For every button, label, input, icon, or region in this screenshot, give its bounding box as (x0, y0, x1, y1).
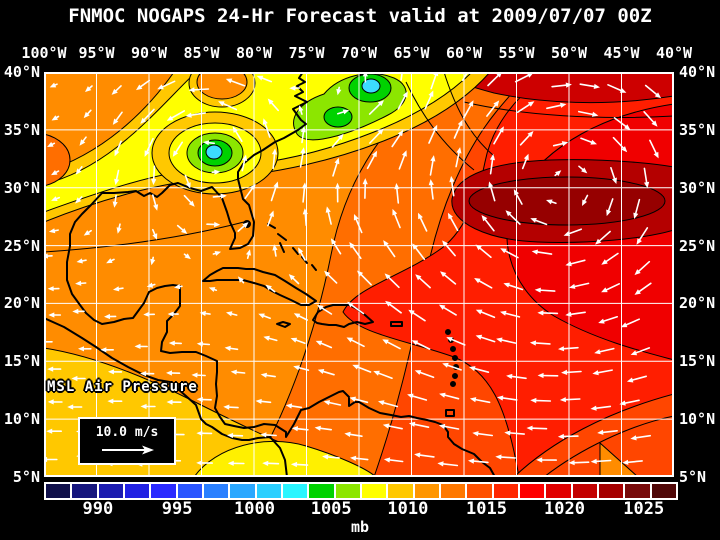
colorbar-cell (230, 484, 257, 498)
colorbar-ticks: 990 995 1000 1005 1010 1015 1020 1025 (44, 499, 678, 519)
lon-tick-label: 90°W (130, 44, 168, 62)
lat-tick-label-left: 30°N (3, 178, 40, 197)
colorbar-cell (467, 484, 494, 498)
colorbar-tick-label: 990 (82, 499, 114, 519)
wind-vectors (44, 72, 662, 468)
lat-tick-label-left: 35°N (3, 120, 40, 139)
lon-tick-label: 100°W (21, 44, 67, 62)
field-label: MSL Air Pressure (47, 379, 198, 395)
colorbar-cell (572, 484, 599, 498)
lat-tick-label-left: 40°N (3, 63, 40, 81)
wind-scale-label: 10.0 m/s (95, 425, 159, 440)
colorbar-cell (151, 484, 178, 498)
colorbar-tick-label: 1010 (387, 499, 429, 519)
map-border (44, 72, 674, 477)
colorbar-unit: mb (350, 518, 370, 536)
wind-scale-box: 10.0 m/s (78, 417, 176, 465)
colorbar-cell (309, 484, 336, 498)
wind-scale-arrow-icon (102, 445, 154, 455)
colorbar-tick-label: 1005 (310, 499, 352, 519)
colorbar-tick-label: 1020 (544, 499, 585, 519)
colorbar-cell (46, 484, 73, 498)
colorbar-cell (493, 484, 520, 498)
colorbar-cell (335, 484, 362, 498)
colorbar-cell (598, 484, 626, 498)
lon-tick-label: 50°W (550, 44, 588, 62)
graticule (44, 72, 674, 477)
coastlines (44, 72, 496, 477)
lat-tick-label-left: 5°N (12, 467, 40, 486)
colorbar-cell (651, 484, 676, 498)
colorbar-tick-label: 1025 (623, 499, 665, 519)
lat-tick-label-right: 15°N (679, 352, 716, 371)
lat-tick-label-right: 40°N (679, 63, 716, 81)
lon-tick-label: 80°W (235, 44, 273, 62)
lon-tick-label: 45°W (603, 44, 640, 62)
colorbar (44, 482, 678, 500)
lat-tick-label-left: 25°N (3, 236, 40, 255)
colorbar-cell (388, 484, 415, 498)
lon-tick-label: 65°W (393, 44, 430, 62)
chart-title: FNMOC NOGAPS 24-Hr Forecast valid at 200… (68, 5, 652, 27)
colorbar-cell (440, 484, 468, 498)
colorbar-cell (625, 484, 652, 498)
colorbar-cell (361, 484, 389, 498)
colorbar-cell (98, 484, 125, 498)
colorbar-cell (177, 484, 204, 498)
colorbar-cell (124, 484, 152, 498)
lon-tick-label: 85°W (183, 44, 220, 62)
lon-tick-label: 55°W (498, 44, 535, 62)
lon-tick-label: 75°W (288, 44, 325, 62)
lat-tick-label-right: 25°N (679, 236, 716, 255)
lon-tick-label: 40°W (655, 44, 693, 62)
colorbar-tick-label: 1000 (234, 499, 275, 519)
lat-tick-label-right: 5°N (679, 467, 707, 486)
lon-tick-label: 70°W (340, 44, 378, 62)
colorbar-cell (282, 484, 310, 498)
lon-tick-label: 60°W (445, 44, 483, 62)
pressure-map (44, 72, 674, 477)
lat-tick-label-right: 35°N (679, 120, 716, 139)
colorbar-cell (414, 484, 441, 498)
lat-tick-label-left: 10°N (3, 410, 40, 429)
colorbar-cell (203, 484, 231, 498)
lat-tick-label-right: 10°N (679, 410, 716, 429)
colorbar-tick-label: 1015 (466, 499, 508, 519)
colorbar-cell (256, 484, 283, 498)
colorbar-cell (72, 484, 99, 498)
lat-tick-label-right: 30°N (679, 178, 716, 197)
lat-tick-label-left: 20°N (3, 294, 40, 313)
lon-tick-label: 95°W (78, 44, 115, 62)
colorbar-cell (519, 484, 547, 498)
lat-tick-label-left: 15°N (3, 352, 40, 371)
colorbar-cell (546, 484, 573, 498)
lat-tick-label-right: 20°N (679, 294, 716, 313)
colorbar-tick-label: 995 (161, 499, 193, 519)
